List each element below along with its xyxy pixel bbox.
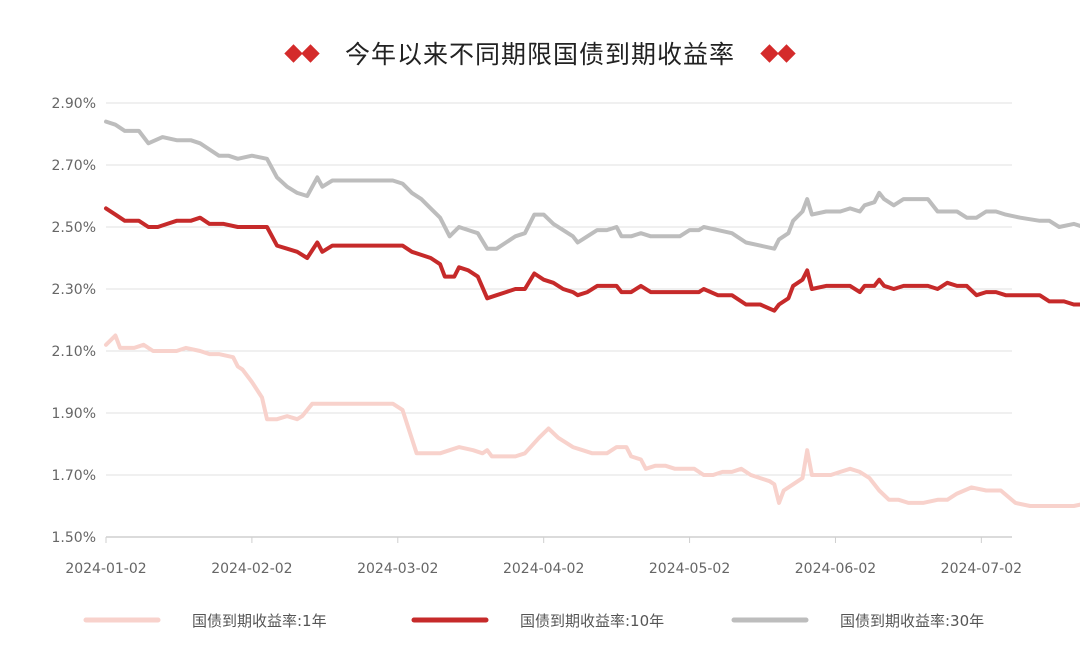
y-tick-label: 2.70% xyxy=(52,158,96,174)
gridlines xyxy=(106,102,1012,476)
y-tick-label: 1.50% xyxy=(52,530,96,546)
y-tick-label: 2.50% xyxy=(52,220,96,236)
x-tick-label: 2024-05-02 xyxy=(649,561,730,577)
x-tick-label: 2024-01-02 xyxy=(65,561,146,577)
series-lines xyxy=(104,119,1080,508)
legend-label: 国债到期收益率:1年 xyxy=(192,612,327,630)
x-tick-label: 2024-02-02 xyxy=(211,561,292,577)
chart-title: 今年以来不同期限国债到期收益率 xyxy=(344,40,735,69)
y-tick-label: 1.90% xyxy=(52,406,96,422)
series-10y-line xyxy=(104,206,1080,313)
chart-title-bar: 今年以来不同期限国债到期收益率 xyxy=(0,28,1080,78)
series-1y-line xyxy=(104,333,1080,508)
x-tick-label: 2024-07-02 xyxy=(941,561,1022,577)
x-tick-label: 2024-06-02 xyxy=(795,561,876,577)
y-tick-label: 2.30% xyxy=(52,282,96,298)
y-tick-label: 2.10% xyxy=(52,344,96,360)
x-tick-label: 2024-03-02 xyxy=(357,561,438,577)
legend-label: 国债到期收益率:10年 xyxy=(520,612,664,630)
y-tick-label: 1.70% xyxy=(52,468,96,484)
series-30y-line xyxy=(104,119,1080,251)
axes: 1.50% 1.70% 1.90% 2.10% 2.30% 2.50% 2.70% 2.90%… xyxy=(52,96,1023,577)
x-tick-label: 2024-04-02 xyxy=(503,561,584,577)
y-tick-label: 2.90% xyxy=(52,96,96,112)
legend: 国债到期收益率:1年 国债到期收益率:10年 国债到期收益率:30年 xyxy=(83,612,984,630)
legend-label: 国债到期收益率:30年 xyxy=(840,612,984,630)
